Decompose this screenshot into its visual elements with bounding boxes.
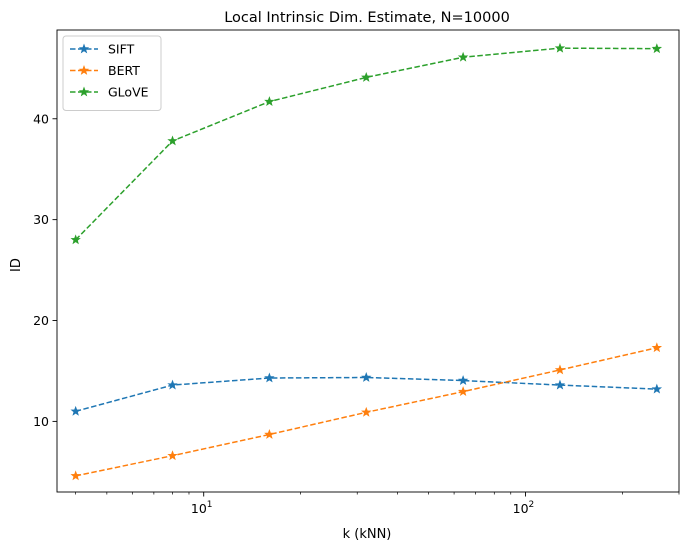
data-point-glove [167,135,178,146]
data-point-bert [264,429,275,439]
data-point-sift [457,375,469,385]
x-axis-ticks: 101 102 [75,492,680,516]
plot-area-border [56,29,680,493]
data-point-bert [361,406,372,417]
legend-item-glove: GLoVE [70,85,149,100]
y-axis-label: ID [9,258,24,272]
data-point-bert [167,450,178,461]
legend-marker-sift [78,43,90,54]
data-point-bert [457,386,469,397]
data-point-bert [554,364,566,375]
series-bert [70,342,663,481]
legend: SIFT BERT GLoVE [62,35,162,111]
chart-title: Local Intrinsic Dim. Estimate, N=10000 [224,10,510,26]
legend-item-bert: BERT [70,63,140,78]
axes-frame [56,29,680,493]
series-layer [70,42,663,481]
series-sift [70,372,663,416]
legend-label-glove: GLoVE [108,85,149,100]
x-axis-label: k (kNN) [343,527,392,542]
y-axis-ticks: 10 20 30 40 [33,111,57,429]
legend-marker-glove [78,86,90,97]
data-point-sift [70,405,81,416]
data-point-sift [264,372,275,383]
y-tick-label: 10 [33,414,49,429]
data-point-glove [457,51,469,62]
data-point-bert [651,342,663,353]
series-glove [70,42,663,245]
legend-marker-bert [78,65,90,75]
data-point-sift [651,383,663,394]
series-line-sift [75,376,657,413]
data-point-glove [554,42,566,53]
y-tick-label: 20 [33,313,49,328]
y-tick-label: 40 [33,111,49,126]
x-tick-label: 101 [191,500,213,516]
data-point-glove [651,43,663,54]
legend-item-sift: SIFT [70,42,135,57]
y-tick-label: 30 [33,212,49,227]
data-point-sift [361,372,372,382]
legend-label-sift: SIFT [108,42,135,57]
data-point-sift [167,379,178,390]
data-point-bert [70,470,81,481]
data-point-glove [361,71,372,82]
x-tick-label: 102 [513,500,535,516]
data-point-glove [70,234,81,245]
data-point-sift [554,379,566,390]
data-point-glove [264,96,275,107]
legend-label-bert: BERT [108,63,140,78]
